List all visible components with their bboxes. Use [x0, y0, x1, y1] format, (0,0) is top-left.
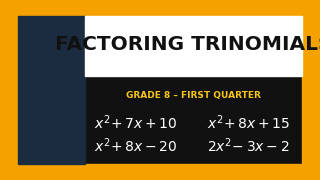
Bar	[0, 0, 18, 180]
Text: $x^2\!+7x+10$: $x^2\!+7x+10$	[94, 113, 177, 132]
Text: FACTORING TRINOMIALS: FACTORING TRINOMIALS	[55, 35, 320, 54]
Bar	[0, 0, 320, 16]
Bar	[0, 164, 320, 180]
Text: $x^2\!+8x-20$: $x^2\!+8x-20$	[94, 136, 177, 155]
Bar	[302, 0, 320, 180]
Bar	[85, 16, 302, 76]
Text: GRADE 8 – FIRST QUARTER: GRADE 8 – FIRST QUARTER	[126, 91, 261, 100]
Bar	[18, 16, 85, 164]
Text: $2x^2\!-3x-2$: $2x^2\!-3x-2$	[207, 136, 290, 155]
Text: $x^2\!+8x+15$: $x^2\!+8x+15$	[207, 113, 290, 132]
